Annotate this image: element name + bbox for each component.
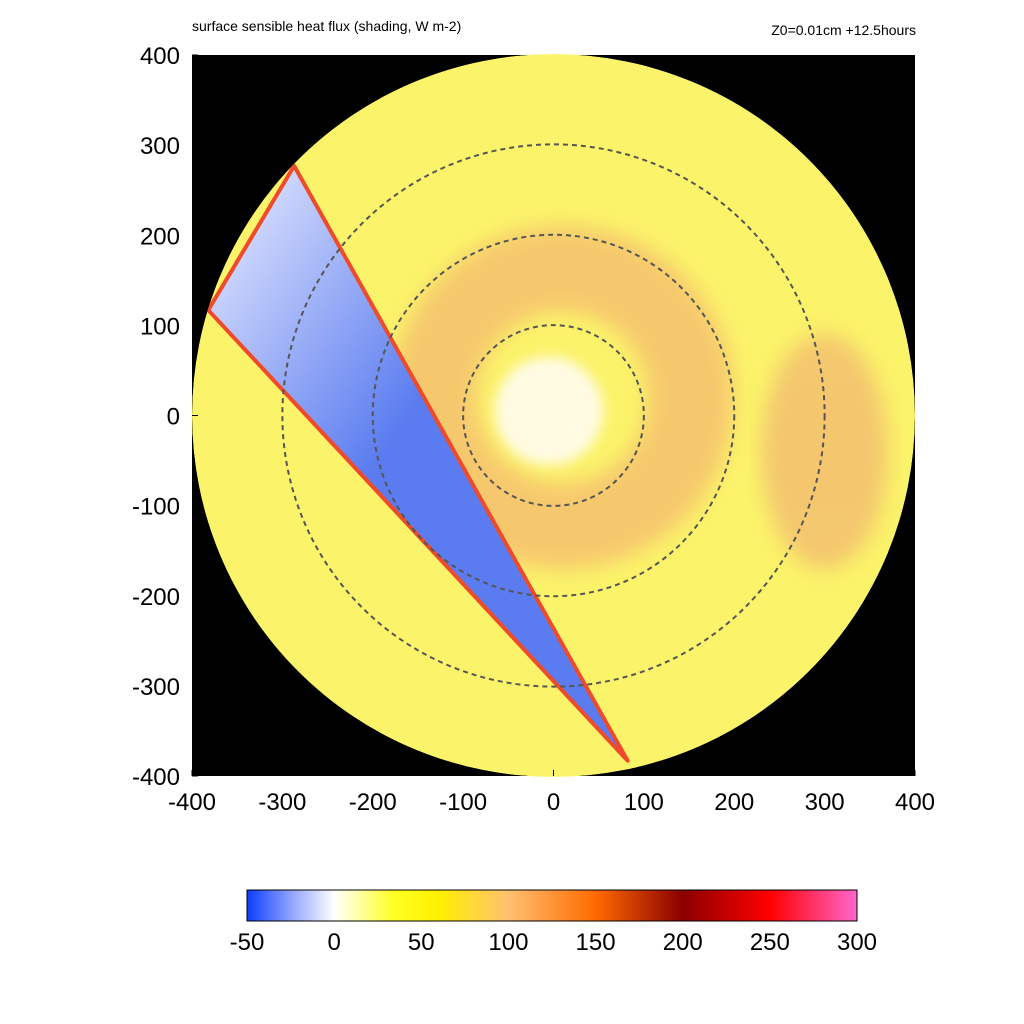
range-ring-100 (462, 324, 645, 507)
x-tick-label: -200 (349, 789, 397, 816)
x-tick-label: 0 (547, 789, 560, 816)
x-tick-label: -300 (258, 789, 306, 816)
x-tick-label: 200 (714, 789, 754, 816)
colorbar-tick-label: 200 (663, 929, 703, 956)
colorbar-tick-label: 250 (750, 929, 790, 956)
colorbar (246, 889, 858, 922)
y-tick-label: -400 (132, 764, 180, 791)
warm-region-outer-band (761, 334, 888, 570)
colorbar-tick-label: 100 (488, 929, 528, 956)
colorbar-tick-label: -50 (230, 929, 265, 956)
y-tick-label: 200 (140, 223, 180, 250)
colorbar-tick-label: 0 (327, 929, 340, 956)
y-tick-label: 400 (140, 43, 180, 70)
range-ring-200 (371, 233, 736, 598)
chart-subtitle: Z0=0.01cm +12.5hours (771, 22, 916, 38)
x-tick-label: 400 (895, 789, 935, 816)
y-tick-label: -300 (132, 674, 180, 701)
x-tick-label: 100 (624, 789, 664, 816)
colorbar-tick-label: 150 (576, 929, 616, 956)
x-tick-label: -400 (168, 789, 216, 816)
y-tick-label: -100 (132, 494, 180, 521)
warm-region-eyewall-ring (390, 225, 735, 570)
x-tick-label: 300 (805, 789, 845, 816)
y-tick-label: 300 (140, 133, 180, 160)
y-tick-label: 0 (167, 404, 180, 431)
range-ring-300 (281, 143, 826, 688)
warm-region-eye (494, 356, 604, 466)
colorbar-tick-label: 50 (408, 929, 435, 956)
chart-title: surface sensible heat flux (shading, W m… (192, 18, 462, 34)
y-tick-label: -200 (132, 584, 180, 611)
x-tick-label: -100 (439, 789, 487, 816)
flux-field (192, 54, 915, 777)
y-tick-label: 100 (140, 313, 180, 340)
colorbar-tick-label: 300 (837, 929, 877, 956)
